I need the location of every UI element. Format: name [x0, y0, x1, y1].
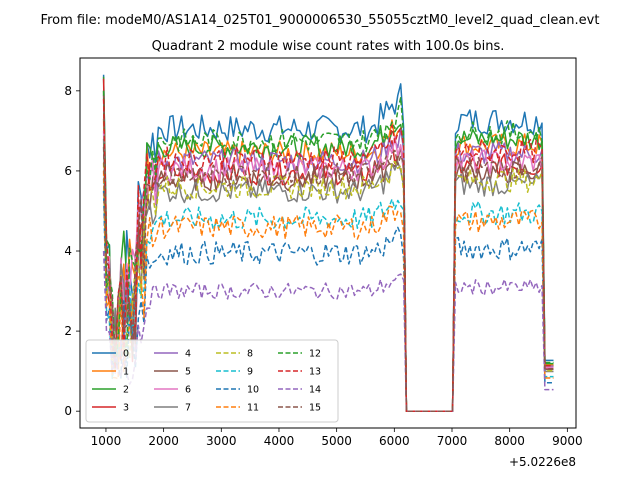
legend-box: [85, 339, 339, 423]
series-line-10: [102, 190, 554, 412]
legend-label-1: 1: [123, 367, 129, 378]
chart-title: Quadrant 2 module wise count rates with …: [152, 39, 505, 54]
x-tick-label: 3000: [206, 434, 237, 448]
axes-frame: [79, 57, 577, 429]
series-line-11: [102, 170, 554, 412]
legend-label-9: 9: [247, 367, 253, 378]
x-tick-label: 1000: [91, 434, 122, 448]
legend-label-2: 2: [123, 385, 129, 396]
figure-suptitle: From file: modeM0/AS1A14_025T01_90000065…: [41, 13, 600, 28]
plot-series-group: [102, 74, 554, 412]
x-tick-label: 2000: [148, 434, 179, 448]
series-line-14: [102, 250, 554, 412]
legend-label-5: 5: [185, 367, 191, 378]
y-tick-label: 0: [64, 404, 72, 418]
x-tick-label: 8000: [494, 434, 525, 448]
series-line-12: [102, 90, 554, 412]
x-axis: 1000 2000 3000 4000 5000 6000 7000 8000 9000: [91, 428, 583, 448]
x-tick-label: 5000: [321, 434, 352, 448]
x-tick-label: 6000: [379, 434, 410, 448]
legend-label-4: 4: [185, 349, 191, 360]
x-tick-label: 7000: [437, 434, 468, 448]
series-line-0: [102, 74, 554, 412]
y-tick-label: 2: [64, 324, 72, 338]
legend-label-14: 14: [309, 385, 321, 396]
legend-label-11: 11: [247, 403, 259, 414]
legend-label-12: 12: [309, 349, 321, 360]
legend-label-8: 8: [247, 349, 253, 360]
y-axis: 0 2 4 6 8: [64, 84, 80, 418]
legend-label-15: 15: [309, 403, 321, 414]
series-line-9: [102, 178, 554, 412]
x-axis-offset-label: +5.0226e8: [509, 455, 576, 469]
series-line-13: [102, 98, 554, 412]
legend-label-13: 13: [309, 367, 321, 378]
y-tick-label: 8: [64, 84, 72, 98]
y-tick-label: 4: [64, 244, 72, 258]
legend-label-6: 6: [185, 385, 191, 396]
x-tick-label: 9000: [552, 434, 583, 448]
legend-label-3: 3: [123, 403, 129, 414]
series-line-7: [102, 138, 554, 412]
series-line-15: [102, 146, 554, 412]
x-tick-label: 4000: [264, 434, 295, 448]
legend-label-10: 10: [247, 385, 259, 396]
y-tick-label: 6: [64, 164, 72, 178]
series-line-8: [102, 160, 554, 412]
legend-label-0: 0: [123, 349, 129, 360]
legend-label-7: 7: [185, 403, 191, 414]
